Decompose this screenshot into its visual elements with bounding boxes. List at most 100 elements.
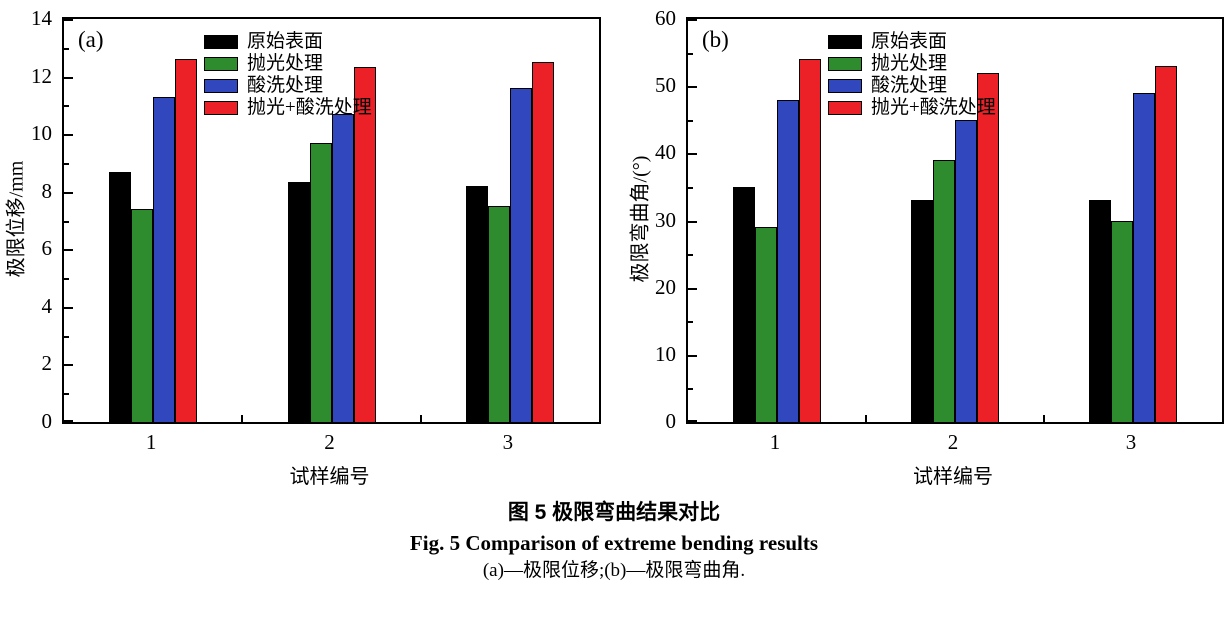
y-minor-tick	[64, 393, 69, 396]
bar	[487, 206, 510, 422]
x-tick-label: 2	[324, 430, 335, 454]
legend-label: 酸洗处理	[247, 75, 324, 96]
y-major-tick	[64, 19, 73, 21]
bar	[911, 200, 933, 422]
y-major-tick	[64, 191, 73, 194]
legend-label: 酸洗处理	[871, 75, 948, 96]
legend-swatch	[828, 78, 862, 93]
bar	[977, 72, 999, 422]
y-tick-label: 40	[655, 140, 676, 165]
legend: 原始表面 抛光处理 酸洗处理 抛光+酸洗处理	[204, 31, 372, 119]
y-minor-tick	[64, 220, 69, 223]
legend-label: 抛光处理	[871, 53, 948, 74]
bar	[1089, 200, 1111, 422]
x-minor-tick	[1043, 415, 1045, 422]
y-minor-tick	[688, 388, 693, 391]
y-minor-tick	[688, 119, 693, 122]
y-tick-label: 60	[655, 6, 676, 30]
y-tick-label: 6	[41, 236, 53, 261]
y-tick-label: 0	[665, 409, 677, 433]
y-major-tick	[64, 364, 73, 367]
y-axis-title: 极限位移/mm	[5, 160, 28, 277]
bar	[465, 185, 488, 422]
y-tick-label: 14	[31, 6, 52, 30]
legend: 原始表面 抛光处理 酸洗处理 抛光+酸洗处理	[828, 31, 996, 119]
y-minor-tick	[688, 321, 693, 324]
legend-label: 抛光处理	[247, 53, 324, 74]
y-tick-label: 4	[41, 293, 53, 318]
legend-item: 原始表面	[204, 31, 372, 52]
bar	[777, 99, 799, 422]
y-major-tick	[688, 354, 697, 357]
legend-swatch	[204, 78, 238, 93]
y-tick-label: 12	[31, 63, 52, 88]
y-major-tick	[64, 306, 73, 309]
bar	[309, 142, 332, 422]
bar	[1155, 66, 1177, 422]
legend-swatch	[204, 34, 238, 49]
panel-letter: (b)	[702, 27, 729, 52]
x-tick-label: 3	[1125, 430, 1137, 454]
legend-swatch	[828, 34, 862, 49]
bar	[799, 59, 821, 422]
y-tick-label: 10	[655, 341, 676, 366]
y-tick-label: 20	[655, 274, 676, 299]
bar	[153, 96, 176, 422]
legend-item: 抛光+酸洗处理	[204, 97, 372, 118]
y-tick-label: 30	[655, 207, 676, 232]
x-tick-label: 3	[502, 430, 514, 454]
x-minor-tick	[865, 415, 867, 422]
chart-panel-b: (b) 原始表面 抛光处理 酸洗处理 抛光+酸洗处理 0 10 20 30 40 50 60 1 2 3 极限…	[614, 0, 1228, 490]
y-major-tick	[688, 420, 697, 422]
panel-letter: (a)	[78, 27, 104, 52]
caption-subnotes: (a)—极限位移;(b)—极限弯曲角.	[482, 560, 746, 581]
caption-english: Fig. 5 Comparison of extreme bending res…	[409, 531, 819, 555]
y-major-tick	[688, 86, 697, 89]
x-minor-tick	[241, 415, 244, 422]
y-major-tick	[688, 153, 697, 156]
bar	[733, 186, 755, 422]
y-major-tick	[64, 249, 73, 252]
bar	[131, 209, 154, 422]
y-tick-label: 10	[31, 121, 52, 146]
x-minor-tick	[419, 415, 422, 422]
legend-item: 原始表面	[828, 31, 996, 52]
legend-swatch	[204, 100, 238, 115]
bar	[755, 227, 777, 422]
plot-area: (b) 原始表面 抛光处理 酸洗处理 抛光+酸洗处理	[686, 17, 1224, 424]
legend-item: 酸洗处理	[204, 75, 372, 96]
legend-item: 抛光+酸洗处理	[828, 97, 996, 118]
legend-swatch	[204, 56, 238, 71]
figure-captions: 图 5 极限弯曲结果对比 Fig. 5 Comparison of extrem…	[0, 498, 1228, 584]
y-tick-label: 0	[41, 409, 53, 433]
bar	[1111, 220, 1133, 422]
legend-swatch	[828, 56, 862, 71]
x-tick-label: 1	[145, 430, 157, 454]
y-major-tick	[64, 76, 73, 79]
bar	[331, 114, 354, 422]
y-tick-label: 2	[41, 351, 53, 376]
y-minor-tick	[64, 47, 69, 50]
legend-swatch	[828, 100, 862, 115]
y-tick-label: 8	[41, 178, 53, 203]
plot-area: (a) 原始表面 抛光处理 酸洗处理 抛光+酸洗处理	[62, 17, 601, 424]
legend-label: 抛光+酸洗处理	[247, 97, 372, 118]
y-minor-tick	[688, 52, 693, 55]
bar	[933, 160, 955, 422]
bar	[1133, 92, 1155, 422]
bar	[955, 119, 977, 422]
x-tick-label: 2	[947, 430, 959, 454]
chart-panel-a: (a) 原始表面 抛光处理 酸洗处理 抛光+酸洗处理 0 2 4 6 8 10 12 14 1 2 3 极限位移…	[0, 0, 614, 490]
x-axis-title: 试样编号	[913, 466, 993, 488]
legend-item: 抛光处理	[204, 53, 372, 74]
y-minor-tick	[64, 278, 69, 281]
y-major-tick	[64, 420, 73, 422]
y-minor-tick	[64, 335, 69, 338]
legend-label: 抛光+酸洗处理	[871, 97, 996, 118]
y-minor-tick	[64, 105, 69, 108]
legend-label: 原始表面	[871, 31, 948, 52]
y-major-tick	[64, 134, 73, 137]
caption-chinese: 图 5 极限弯曲结果对比	[507, 501, 721, 524]
y-axis-title: 极限弯曲角/(°)	[629, 155, 652, 282]
